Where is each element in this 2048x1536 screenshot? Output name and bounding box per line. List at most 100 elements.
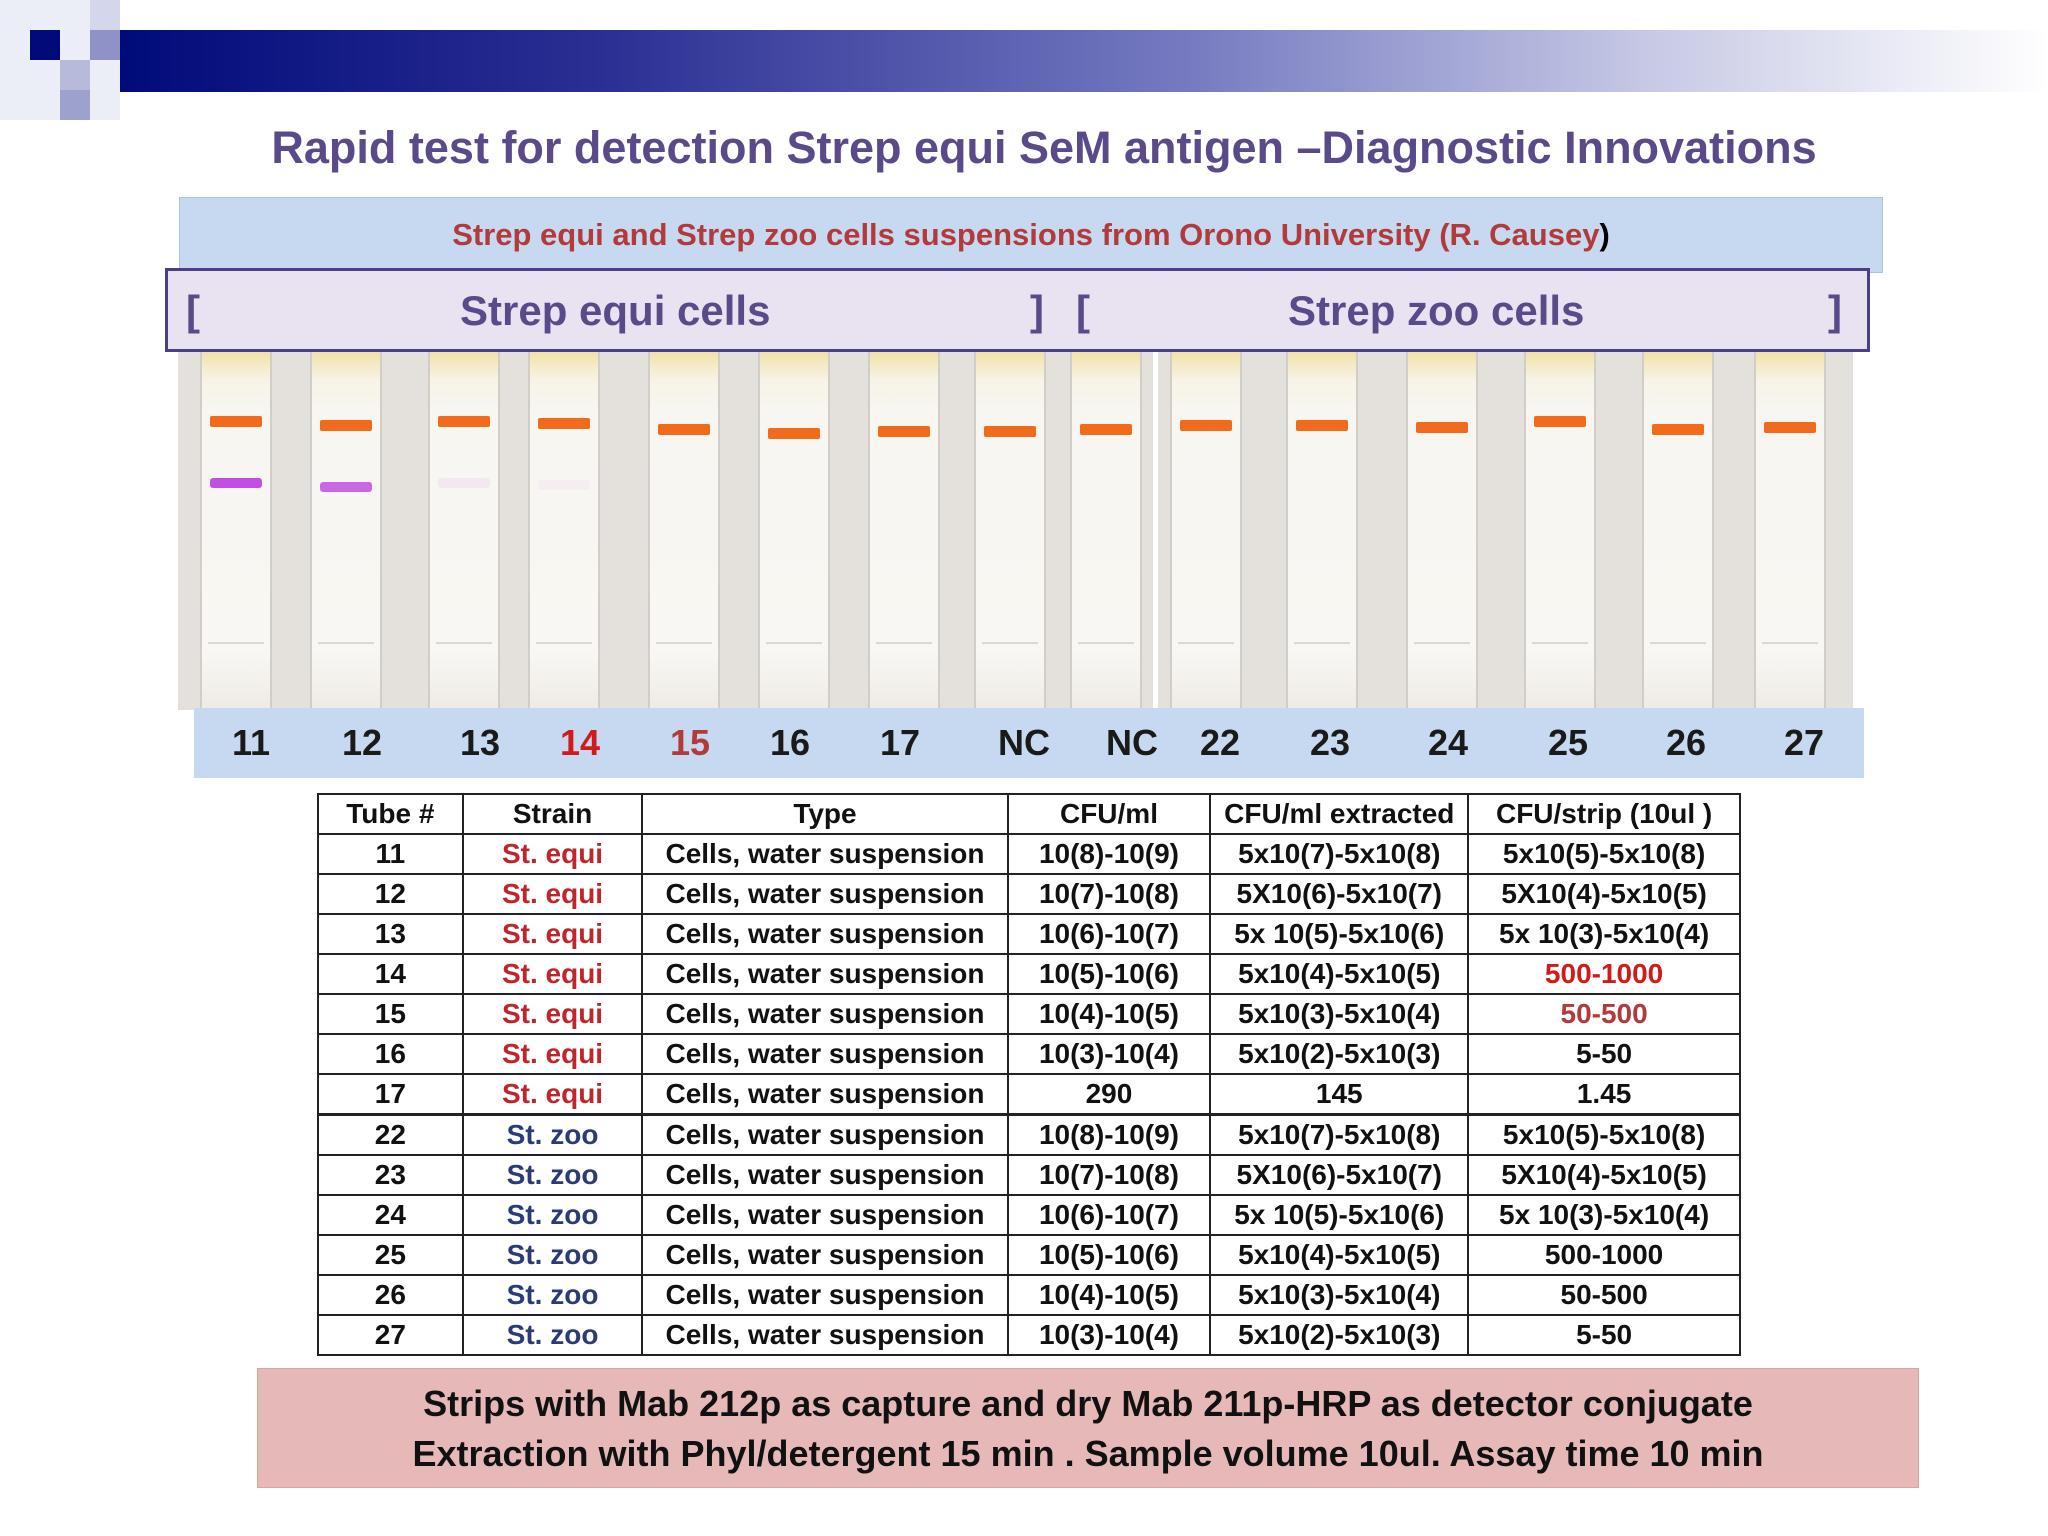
- table-cell: 5-50: [1467, 1314, 1741, 1356]
- assay-notes: Strips with Mab 212p as capture and dry …: [257, 1368, 1919, 1488]
- table-cell: 10(4)-10(5): [1006, 1274, 1212, 1316]
- table-cell: St. equi: [461, 993, 644, 1035]
- table-cell: 5X10(4)-5x10(5): [1467, 873, 1741, 915]
- table-cell: Cells, water suspension: [641, 913, 1009, 955]
- table-cell: Cells, water suspension: [641, 833, 1009, 875]
- strain-groups-bar: [ Strep equi cells ] [ Strep zoo cells ]: [165, 268, 1870, 352]
- results-table: Tube # Strain Type CFU/ml CFU/ml extract…: [317, 793, 1741, 1356]
- table-cell: 25: [317, 1234, 464, 1276]
- test-strip: [758, 352, 830, 710]
- table-cell: Cells, water suspension: [641, 1314, 1009, 1356]
- table-cell: Cells, water suspension: [641, 1154, 1009, 1196]
- test-strip: [1406, 352, 1478, 710]
- assay-note-line: Extraction with Phyl/detergent 15 min . …: [412, 1433, 1764, 1474]
- table-cell: 5x 10(5)-5x10(6): [1209, 913, 1470, 955]
- test-strip: [1642, 352, 1714, 710]
- tube-number: 17: [880, 722, 921, 763]
- tube-number: 25: [1548, 722, 1589, 763]
- tube-number: 11: [232, 722, 271, 763]
- table-row: 14 St. equi Cells, water suspension 10(5)-1…: [317, 953, 1741, 995]
- table-row: 25 St. zoo Cells, water suspension 10(5)-10…: [317, 1234, 1741, 1276]
- table-cell: 16: [317, 1033, 464, 1075]
- table-cell: 10(6)-10(7): [1006, 913, 1212, 955]
- table-cell: 5x10(3)-5x10(4): [1209, 1274, 1470, 1316]
- table-cell: 5X10(6)-5x10(7): [1209, 873, 1470, 915]
- bracket-close-zoo: ]: [1828, 287, 1842, 334]
- table-cell: 5x10(4)-5x10(5): [1209, 1234, 1470, 1276]
- test-strip: [200, 352, 272, 710]
- tube-number: 12: [342, 722, 383, 763]
- group-label-equi: Strep equi cells: [460, 287, 771, 334]
- table-cell: 145: [1209, 1073, 1470, 1116]
- table-cell: Cells, water suspension: [641, 873, 1009, 915]
- table-cell: 5x10(7)-5x10(8): [1209, 1113, 1470, 1156]
- control-line: [1080, 424, 1132, 435]
- table-cell: 17: [317, 1073, 464, 1116]
- table-cell: 50-500: [1467, 1274, 1741, 1316]
- table-row: 11 St. equi Cells, water suspension 10(8)-1…: [317, 833, 1741, 875]
- table-cell: 10(3)-10(4): [1006, 1314, 1212, 1356]
- table-cell: St. equi: [461, 1033, 644, 1075]
- table-cell: 5x10(7)-5x10(8): [1209, 833, 1470, 875]
- table-cell: 24: [317, 1194, 464, 1236]
- table-cell: 500-1000: [1467, 953, 1741, 995]
- control-line: [538, 418, 590, 429]
- table-cell: St. equi: [461, 833, 644, 875]
- table-cell: 50-500: [1467, 993, 1741, 1035]
- test-strip: [528, 352, 600, 710]
- table-cell: St. zoo: [461, 1234, 644, 1276]
- table-cell: 11: [317, 833, 464, 875]
- table-cell: St. zoo: [461, 1194, 644, 1236]
- table-cell: 290: [1006, 1073, 1212, 1116]
- table-cell: 5x 10(5)-5x10(6): [1209, 1194, 1470, 1236]
- table-cell: 27: [317, 1314, 464, 1356]
- test-strip: [1170, 352, 1242, 710]
- test-strip: [1286, 352, 1358, 710]
- table-cell: 14: [317, 953, 464, 995]
- table-cell: 10(6)-10(7): [1006, 1194, 1212, 1236]
- table-cell: 1.45: [1467, 1073, 1741, 1116]
- tube-number: 23: [1310, 722, 1351, 763]
- header-decoration: [90, 30, 120, 60]
- table-cell: St. equi: [461, 913, 644, 955]
- column-header: Tube #: [317, 793, 464, 835]
- table-cell: 5x 10(3)-5x10(4): [1467, 913, 1741, 955]
- table-cell: St. zoo: [461, 1274, 644, 1316]
- table-row: 26 St. zoo Cells, water suspension 10(4)-10…: [317, 1274, 1741, 1316]
- table-row: 23 St. zoo Cells, water suspension 10(7)-10…: [317, 1154, 1741, 1196]
- control-line: [438, 416, 490, 427]
- table-cell: 500-1000: [1467, 1234, 1741, 1276]
- tube-number: 15: [670, 722, 711, 763]
- table-cell: St. equi: [461, 873, 644, 915]
- tube-number: 26: [1666, 722, 1707, 763]
- table-cell: Cells, water suspension: [641, 1033, 1009, 1075]
- header-decoration: [60, 60, 90, 90]
- strip-photo-equi: [178, 352, 1153, 710]
- test-strip: [868, 352, 940, 710]
- control-line: [1652, 424, 1704, 435]
- control-line: [1534, 416, 1586, 427]
- table-cell: Cells, water suspension: [641, 1274, 1009, 1316]
- table-cell: 22: [317, 1113, 464, 1156]
- table-cell: 10(7)-10(8): [1006, 1154, 1212, 1196]
- table-header-row: Tube # Strain Type CFU/ml CFU/ml extract…: [317, 793, 1741, 835]
- table-cell: 5x10(5)-5x10(8): [1467, 1113, 1741, 1156]
- tube-number: NC: [998, 722, 1050, 763]
- tube-number: 22: [1200, 722, 1241, 763]
- control-line: [1416, 422, 1468, 433]
- test-line: [210, 478, 262, 488]
- table-cell: Cells, water suspension: [641, 1073, 1009, 1116]
- table-cell: St. zoo: [461, 1314, 644, 1356]
- table-cell: 5x10(5)-5x10(8): [1467, 833, 1741, 875]
- source-close-paren: ): [1599, 217, 1610, 252]
- column-header: CFU/ml: [1006, 793, 1212, 835]
- control-line: [1764, 422, 1816, 433]
- tube-number: 13: [460, 722, 501, 763]
- table-cell: 5x10(4)-5x10(5): [1209, 953, 1470, 995]
- table-cell: Cells, water suspension: [641, 1113, 1009, 1156]
- header-decoration: [60, 90, 90, 120]
- control-line: [658, 424, 710, 435]
- table-row: 27 St. zoo Cells, water suspension 10(3)-10…: [317, 1314, 1741, 1356]
- control-line: [320, 420, 372, 431]
- test-strip: [1524, 352, 1596, 710]
